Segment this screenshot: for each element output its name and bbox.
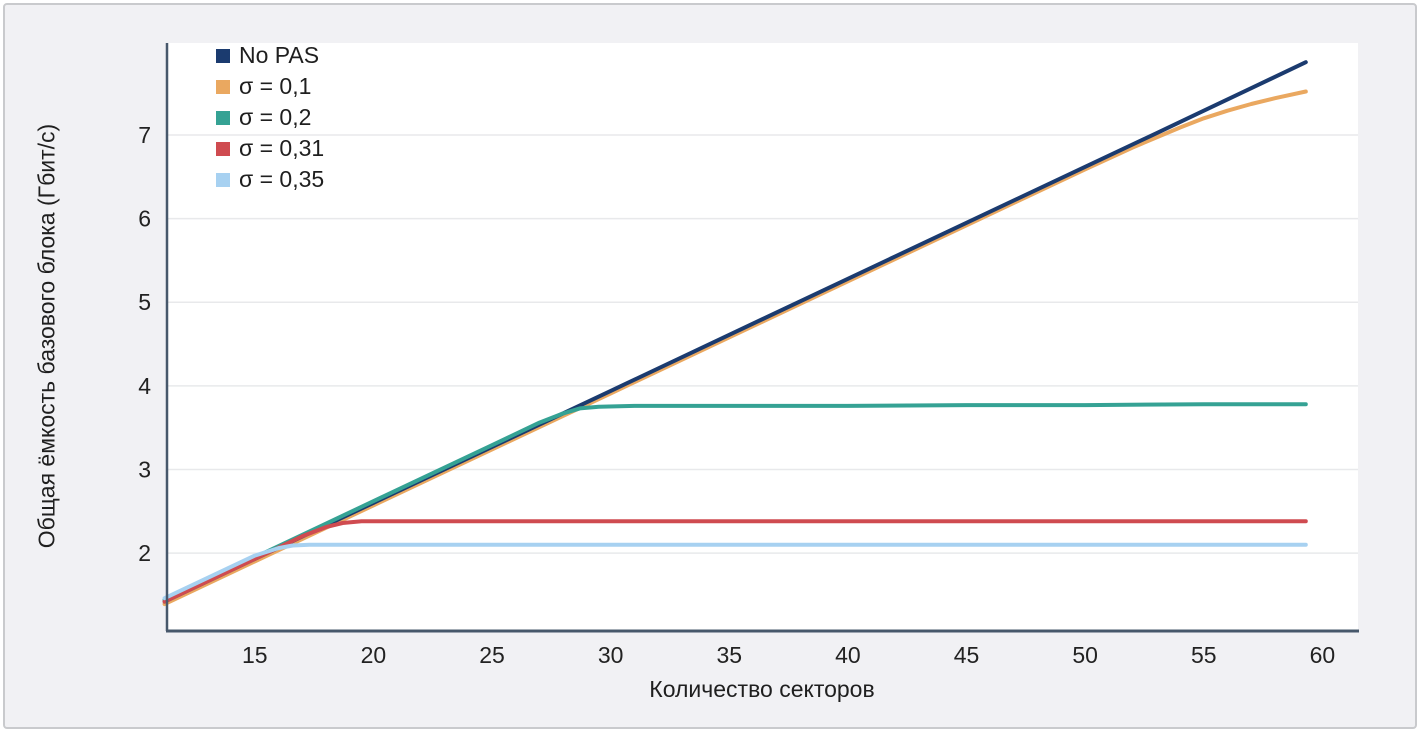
series-line	[162, 89, 1308, 607]
y-tick-label: 4	[138, 373, 151, 399]
legend-item: σ = 0,35	[216, 164, 324, 195]
y-tick-label: 3	[138, 456, 151, 482]
y-tick-label: 7	[138, 122, 151, 148]
legend-label: No PAS	[239, 42, 320, 68]
x-tick-label: 30	[598, 642, 624, 668]
legend-swatch	[216, 48, 230, 63]
y-tick-label: 6	[138, 206, 151, 232]
legend-label: σ = 0,2	[239, 104, 312, 130]
x-tick-label: 35	[716, 642, 742, 668]
y-tick-label: 5	[138, 289, 151, 315]
legend-item: σ = 0,31	[216, 133, 324, 164]
legend: No PAS σ = 0,1 σ = 0,2 σ = 0,31 σ = 0,35	[216, 40, 324, 195]
legend-swatch	[216, 110, 230, 125]
series-line	[162, 542, 1308, 601]
x-tick-label: 55	[1191, 642, 1217, 668]
x-tick-label: 50	[1072, 642, 1098, 668]
x-tick-label: 60	[1310, 642, 1336, 668]
legend-label: σ = 0,31	[239, 135, 325, 161]
legend-item: σ = 0,1	[216, 71, 324, 102]
x-tick-label: 40	[835, 642, 861, 668]
legend-item: No PAS	[216, 40, 324, 71]
legend-label: σ = 0,35	[239, 166, 325, 192]
series-line	[162, 519, 1308, 604]
x-tick-label: 45	[954, 642, 980, 668]
x-tick-label: 15	[242, 642, 268, 668]
plot-area	[167, 43, 1358, 630]
legend-swatch	[216, 79, 230, 94]
legend-swatch	[216, 172, 230, 187]
y-axis-title: Общая ёмкость базового блока (Гбит/с)	[33, 123, 60, 549]
x-tick-label: 20	[361, 642, 387, 668]
y-tick-label: 2	[138, 540, 151, 566]
legend-item: σ = 0,2	[216, 102, 324, 133]
legend-swatch	[216, 141, 230, 156]
x-tick-label: 25	[479, 642, 505, 668]
series-line	[162, 402, 1308, 602]
x-axis-title: Количество секторов	[649, 676, 875, 702]
legend-label: σ = 0,1	[239, 73, 312, 99]
